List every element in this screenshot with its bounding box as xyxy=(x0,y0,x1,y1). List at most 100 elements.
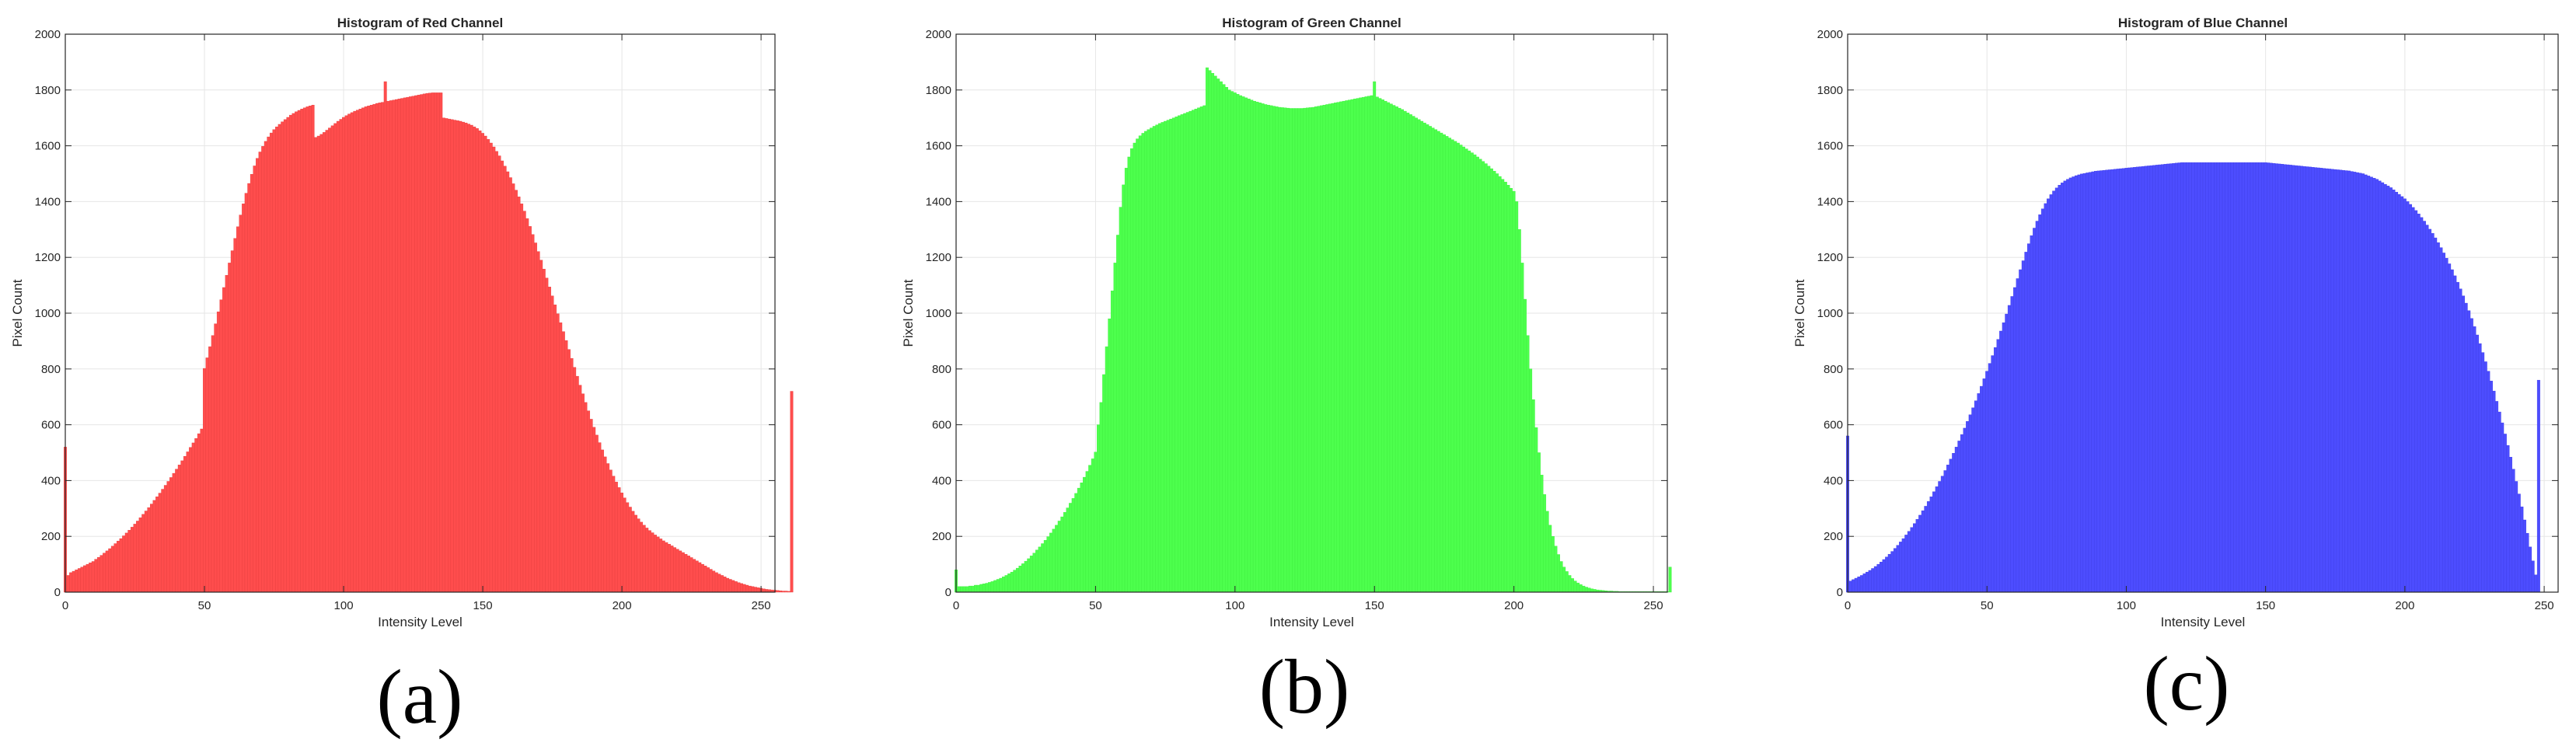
histogram-bar xyxy=(1426,124,1429,593)
x-tick-label: 250 xyxy=(2535,599,2554,612)
histogram-bar xyxy=(1157,123,1161,593)
histogram-bar xyxy=(1010,571,1014,593)
histogram-bar xyxy=(1406,113,1410,593)
histogram-bar xyxy=(2072,176,2075,593)
histogram-bar xyxy=(117,541,120,593)
y-tick-label: 1400 xyxy=(35,195,61,208)
histogram-bar xyxy=(548,287,551,593)
histogram-bar xyxy=(1487,166,1491,593)
histogram-bar xyxy=(2222,162,2225,593)
histogram-bar xyxy=(1431,127,1435,593)
histogram-bar xyxy=(119,538,123,593)
histogram-bar xyxy=(2135,166,2139,593)
histogram-bar xyxy=(1373,81,1377,593)
histogram-bar xyxy=(1233,92,1237,593)
histogram-bar xyxy=(2264,162,2267,593)
histogram-bar xyxy=(960,586,964,593)
histogram-bar xyxy=(2082,173,2086,593)
histogram-bar xyxy=(1289,108,1293,593)
histogram-bar xyxy=(637,518,641,593)
histogram-bar xyxy=(1540,475,1544,593)
histogram-bar xyxy=(1537,452,1541,593)
y-tick-label: 1400 xyxy=(1817,195,1843,208)
histogram-bar xyxy=(453,120,457,593)
histogram-bar xyxy=(489,142,493,593)
histogram-bar xyxy=(525,218,529,593)
histogram-bar xyxy=(545,277,549,593)
histogram-bar xyxy=(2414,210,2418,593)
histogram-bar xyxy=(319,134,323,593)
histogram-bar xyxy=(2047,198,2050,593)
histogram-bar xyxy=(575,375,579,593)
histogram-bar xyxy=(2074,175,2078,593)
histogram-bar xyxy=(2233,162,2237,593)
histogram-bar xyxy=(756,587,760,593)
histogram-bar xyxy=(2395,191,2399,593)
y-tick-label: 800 xyxy=(41,363,61,376)
histogram-bar xyxy=(239,214,243,593)
histogram-bar xyxy=(1124,168,1128,593)
x-tick-label: 150 xyxy=(473,599,493,612)
histogram-bar xyxy=(228,263,232,593)
histogram-bar xyxy=(1932,491,1936,593)
histogram-bar xyxy=(289,114,292,593)
histogram-bar xyxy=(1077,487,1080,593)
histogram-bar xyxy=(383,81,387,593)
histogram-bar xyxy=(723,577,727,593)
histogram-bar xyxy=(436,92,440,593)
histogram-bar xyxy=(1141,133,1145,593)
histogram-bar xyxy=(2080,173,2084,593)
y-tick-label: 200 xyxy=(41,530,61,543)
histogram-bar xyxy=(1202,105,1206,593)
histogram-bar xyxy=(2194,162,2197,593)
histogram-bar xyxy=(1974,400,1977,593)
histogram-bar xyxy=(1122,184,1126,593)
y-tick-label: 2000 xyxy=(1817,28,1843,41)
histogram-bar xyxy=(2016,278,2019,593)
histogram-bar xyxy=(1035,549,1038,593)
histogram-bar xyxy=(2445,258,2449,593)
histogram-bar xyxy=(1342,100,1346,593)
histogram-bar xyxy=(2019,269,2023,593)
histogram-bar xyxy=(456,120,459,593)
histogram-bar xyxy=(693,559,696,593)
histogram-bar xyxy=(2230,162,2234,593)
histogram-bar xyxy=(1384,100,1387,593)
histogram-bar xyxy=(1470,152,1474,593)
histogram-bar xyxy=(1161,122,1164,593)
histogram-bar xyxy=(2428,228,2432,593)
histogram-bar xyxy=(2186,162,2190,593)
histogram-bar xyxy=(353,110,357,593)
histogram-bar xyxy=(1462,146,1465,593)
histogram-bar xyxy=(1910,527,1914,593)
histogram-bar xyxy=(1236,93,1240,593)
histogram-bar xyxy=(1907,531,1911,593)
x-tick-label: 0 xyxy=(62,599,68,612)
histogram-bar xyxy=(445,118,449,593)
histogram-bar xyxy=(2286,164,2290,593)
histogram-bar xyxy=(1216,78,1220,593)
histogram-bar xyxy=(2127,167,2131,593)
histogram-bar xyxy=(1275,106,1279,593)
histogram-bar xyxy=(316,135,320,593)
histogram-bar xyxy=(197,433,201,593)
histogram-bar xyxy=(1562,566,1566,593)
histogram-bar xyxy=(152,500,156,593)
histogram-bar xyxy=(1468,150,1471,593)
histogram-bar xyxy=(2436,242,2440,593)
histogram-bar xyxy=(700,563,704,593)
histogram-bar xyxy=(2515,481,2518,593)
histogram-bar xyxy=(2295,165,2298,593)
histogram-bar xyxy=(2228,162,2231,593)
histogram-bar xyxy=(2420,217,2424,593)
histogram-bar xyxy=(1489,168,1493,593)
histogram-bar xyxy=(2202,162,2206,593)
histogram-bar xyxy=(1445,136,1449,593)
histogram-bar xyxy=(2442,253,2445,593)
histogram-bar xyxy=(124,532,128,593)
histogram-bar xyxy=(256,158,259,593)
histogram-bar xyxy=(564,340,568,593)
histogram-bar xyxy=(689,557,693,593)
histogram-bar xyxy=(971,585,975,593)
histogram-bar xyxy=(208,346,212,593)
